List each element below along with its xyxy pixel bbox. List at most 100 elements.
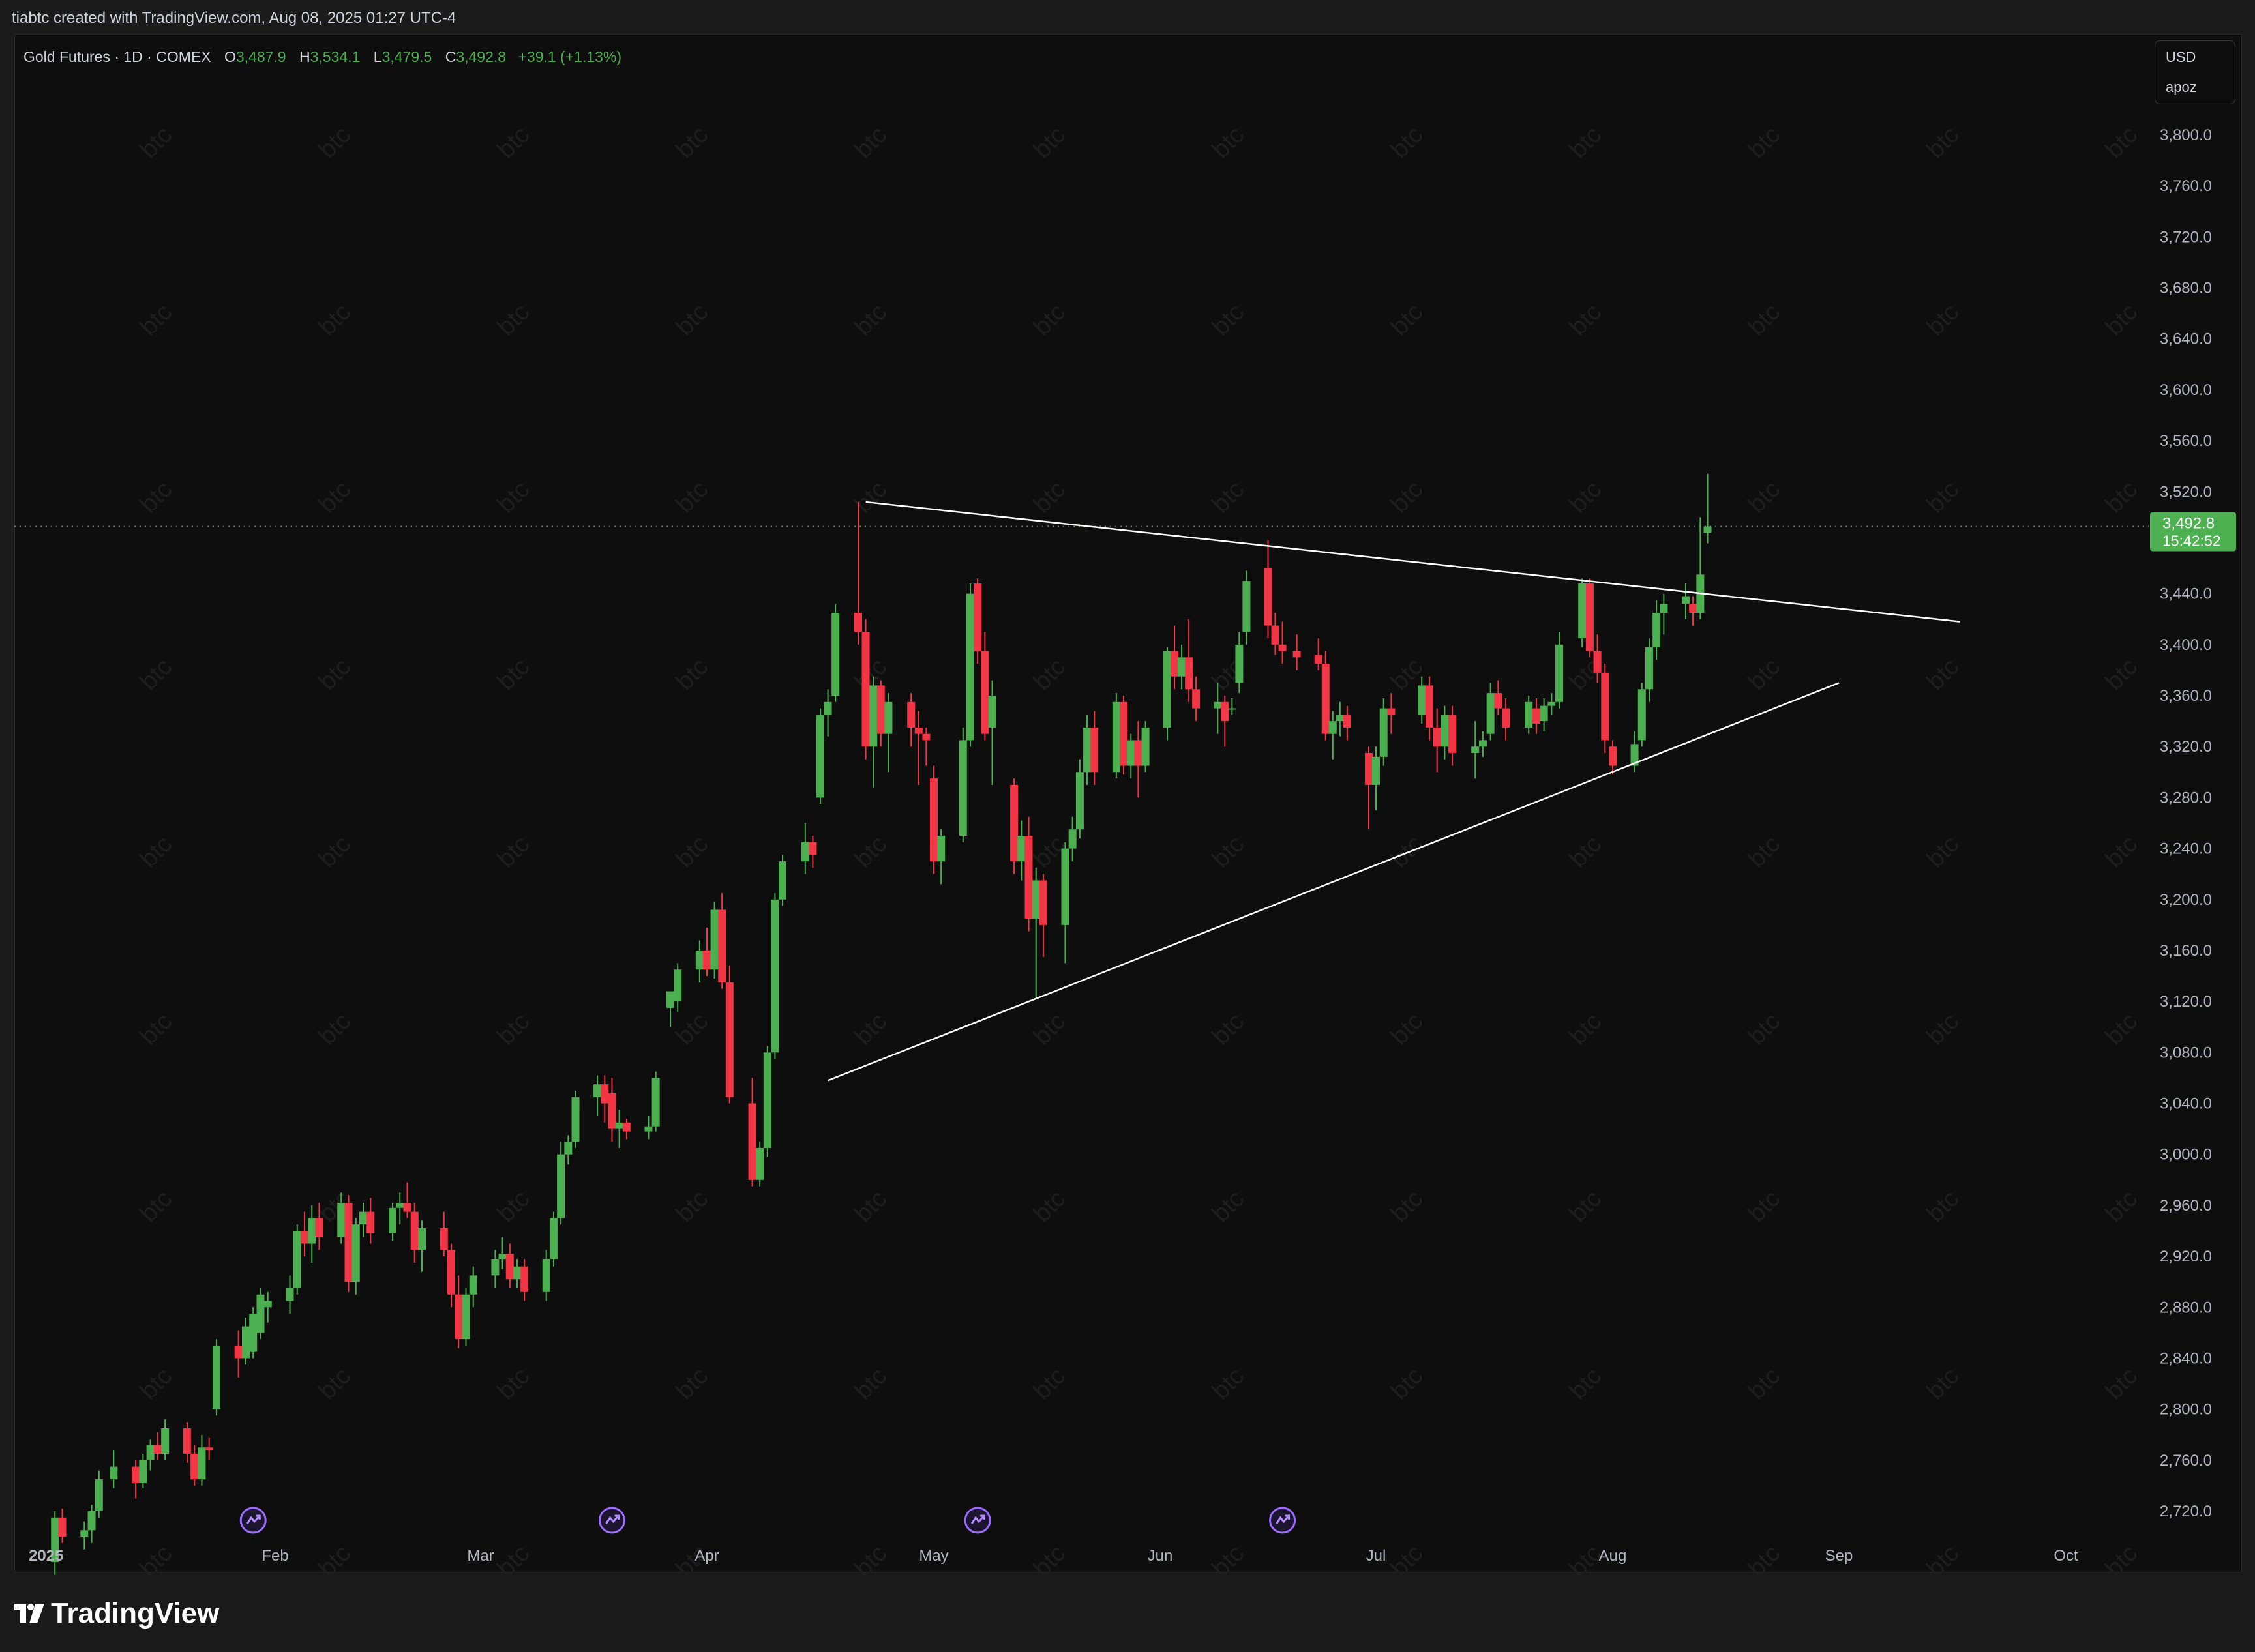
y-tick-label: 3,560.0 [2160, 432, 2212, 450]
resistance-trendline [865, 501, 1960, 623]
candle-body [1214, 701, 1222, 709]
candle-body [440, 1228, 448, 1250]
candle-body [854, 612, 862, 632]
candle [593, 1075, 602, 1117]
watermark-text: btc [1922, 1540, 1965, 1583]
candle [1652, 600, 1661, 660]
candle [498, 1237, 507, 1269]
candle-body [308, 1218, 316, 1244]
watermark-text: btc [850, 299, 893, 342]
watermark-text: btc [1028, 1008, 1071, 1051]
watermark-text: btc [671, 121, 714, 164]
candle-body [1235, 644, 1244, 683]
candle-body [1024, 836, 1033, 919]
candle [1703, 473, 1712, 544]
watermark-text: btc [850, 831, 893, 874]
candle-body [447, 1250, 455, 1295]
candle-body [315, 1218, 323, 1237]
watermark-text: btc [2100, 299, 2143, 342]
candle-body [418, 1228, 426, 1250]
watermark-text: btc [314, 1008, 357, 1051]
candle [748, 1078, 756, 1187]
candle [396, 1192, 404, 1225]
watermark-text: btc [135, 1540, 178, 1583]
candle-body [1178, 657, 1186, 677]
candle [1660, 593, 1668, 635]
watermark-text: btc [492, 299, 535, 342]
candle [256, 1288, 265, 1340]
watermark-text: btc [1386, 476, 1429, 519]
candle-body [593, 1084, 602, 1097]
watermark-text: btc [1743, 299, 1786, 342]
candle-body [1032, 880, 1040, 919]
candle-body [710, 909, 719, 970]
candle-body [1083, 727, 1092, 773]
candle [601, 1075, 609, 1123]
brand-name: TradingView [51, 1597, 220, 1629]
candle-body [703, 950, 711, 970]
candle [263, 1291, 272, 1323]
candle [1039, 874, 1047, 957]
candle-body [1242, 581, 1251, 632]
candle [1185, 619, 1193, 702]
candle-body [608, 1093, 616, 1129]
candle [1645, 638, 1653, 702]
x-tick-label: Sep [1825, 1547, 1853, 1565]
watermark-text: btc [1028, 476, 1071, 519]
candle [981, 632, 989, 741]
chart-pane[interactable] [14, 34, 2242, 1572]
candle-body [491, 1258, 500, 1276]
attribution-text: tiabtc created with TradingView.com, Aug… [12, 9, 456, 27]
watermark-text: btc [314, 653, 357, 696]
candle-body [1120, 701, 1128, 766]
candle [809, 836, 817, 868]
candle [1271, 612, 1279, 655]
candle [1593, 634, 1602, 683]
watermark-text: btc [492, 1185, 535, 1228]
watermark-text: btc [850, 1363, 893, 1406]
watermark-text: btc [1207, 831, 1250, 874]
tradingview-logo-icon [14, 1604, 44, 1623]
candle-body [876, 685, 885, 734]
candle [1425, 676, 1433, 741]
currency-unit-selector[interactable]: USD apoz [2155, 40, 2235, 104]
candle [241, 1317, 250, 1365]
candle [351, 1218, 360, 1295]
candle [153, 1432, 162, 1460]
watermark-text: btc [1922, 653, 1965, 696]
watermark-text: btc [1386, 1363, 1429, 1406]
watermark-text: btc [850, 1185, 893, 1228]
y-tick-label: 3,080.0 [2160, 1044, 2212, 1061]
y-tick-label: 3,160.0 [2160, 942, 2212, 960]
event-marker-icon [964, 1507, 991, 1534]
y-tick-label: 2,880.0 [2160, 1299, 2212, 1316]
candle-body [51, 1517, 59, 1563]
candle [1630, 731, 1639, 773]
candle-body [1486, 693, 1495, 734]
candle [695, 940, 704, 982]
watermark-text: btc [671, 653, 714, 696]
candle [922, 727, 931, 766]
candle [1264, 540, 1272, 639]
candle [1578, 578, 1587, 647]
candle-body [183, 1428, 191, 1454]
watermark-text: btc [2100, 653, 2143, 696]
candle-body [505, 1254, 514, 1280]
y-tick-label: 3,800.0 [2160, 126, 2212, 144]
candle [520, 1258, 529, 1301]
candle-body [801, 842, 809, 862]
watermark-text: btc [850, 1008, 893, 1051]
watermark-text: btc [2100, 831, 2143, 874]
watermark-text: btc [1922, 1363, 1965, 1406]
candle-body [861, 632, 870, 747]
candle [1585, 578, 1594, 658]
candle-body [1192, 689, 1201, 709]
watermark-text: btc [314, 299, 357, 342]
candle-body [1478, 740, 1487, 747]
candle [937, 829, 946, 885]
watermark-text: btc [1743, 1540, 1786, 1583]
candle [542, 1250, 550, 1301]
candle [1221, 696, 1229, 747]
candle [1555, 632, 1564, 709]
